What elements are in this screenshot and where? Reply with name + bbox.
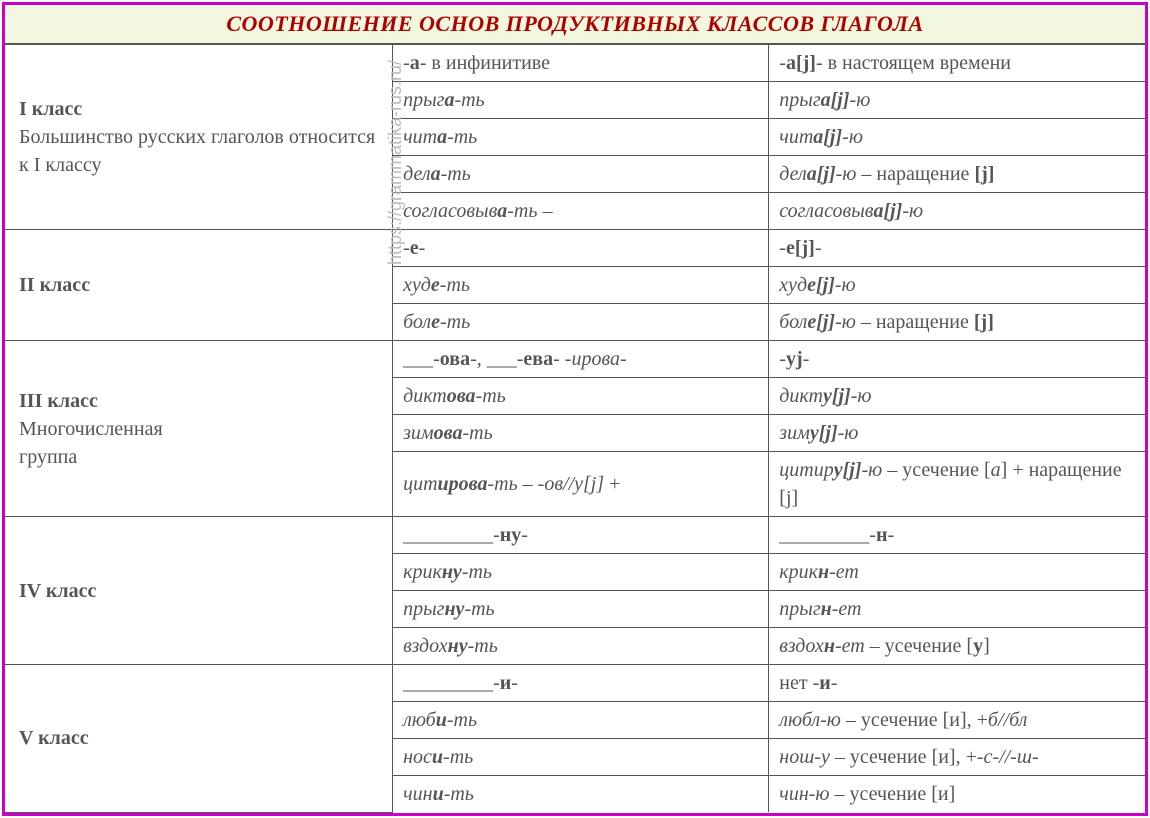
title-row: СООТНОШЕНИЕ ОСНОВ ПРОДУКТИВНЫХ КЛАССОВ Г…	[5, 5, 1145, 44]
present-cell: любл-ю – усечение [и], +б//бл	[769, 702, 1145, 739]
class-label: V класс	[5, 665, 393, 813]
infinitive-cell: дела-ть	[393, 156, 769, 193]
class-label: IV класс	[5, 517, 393, 665]
infinitive-cell: согласовыва-ть –	[393, 193, 769, 230]
present-cell: чита[j]-ю	[769, 119, 1145, 156]
infinitive-cell: ___-ова-, ___-ева- -ирова-	[393, 341, 769, 378]
infinitive-cell: худе-ть	[393, 267, 769, 304]
infinitive-cell: _________-ну-	[393, 517, 769, 554]
present-cell: дела[j]-ю – наращение [j]	[769, 156, 1145, 193]
present-cell: _________-н-	[769, 517, 1145, 554]
present-cell: прыгн-ет	[769, 591, 1145, 628]
infinitive-cell: вздохну-ть	[393, 628, 769, 665]
infinitive-cell: прыгну-ть	[393, 591, 769, 628]
infinitive-cell: -а- в инфинитиве	[393, 45, 769, 82]
verb-classes-table: I классБольшинство русских глаголов отно…	[5, 44, 1145, 813]
table-title: СООТНОШЕНИЕ ОСНОВ ПРОДУКТИВНЫХ КЛАССОВ Г…	[226, 11, 923, 36]
present-cell: -а[j]- в настоящем времени	[769, 45, 1145, 82]
infinitive-cell: _________-и-	[393, 665, 769, 702]
table-frame: СООТНОШЕНИЕ ОСНОВ ПРОДУКТИВНЫХ КЛАССОВ Г…	[2, 2, 1148, 816]
table-row: II класс-е--е[j]-	[5, 230, 1145, 267]
table-row: IV класс_________-ну-_________-н-	[5, 517, 1145, 554]
present-cell: согласовыва[j]-ю	[769, 193, 1145, 230]
present-cell: -е[j]-	[769, 230, 1145, 267]
infinitive-cell: чита-ть	[393, 119, 769, 156]
present-cell: -уj-	[769, 341, 1145, 378]
infinitive-cell: зимова-ть	[393, 415, 769, 452]
class-label: III классМногочисленнаягруппа	[5, 341, 393, 517]
infinitive-cell: чини-ть	[393, 776, 769, 813]
table-row: V класс_________-и-нет -и-	[5, 665, 1145, 702]
present-cell: дикту[j]-ю	[769, 378, 1145, 415]
present-cell: прыга[j]-ю	[769, 82, 1145, 119]
infinitive-cell: крикну-ть	[393, 554, 769, 591]
infinitive-cell: люби-ть	[393, 702, 769, 739]
infinitive-cell: диктова-ть	[393, 378, 769, 415]
class-label: I классБольшинство русских глаголов отно…	[5, 45, 393, 230]
infinitive-cell: боле-ть	[393, 304, 769, 341]
present-cell: боле[j]-ю – наращение [j]	[769, 304, 1145, 341]
present-cell: крикн-ет	[769, 554, 1145, 591]
present-cell: зиму[j]-ю	[769, 415, 1145, 452]
infinitive-cell: -е-	[393, 230, 769, 267]
table-row: I классБольшинство русских глаголов отно…	[5, 45, 1145, 82]
infinitive-cell: цитирова-ть – -ов//у[j] +	[393, 452, 769, 517]
present-cell: нет -и-	[769, 665, 1145, 702]
present-cell: цитиру[j]-ю – усечение [а] + наращение […	[769, 452, 1145, 517]
infinitive-cell: прыга-ть	[393, 82, 769, 119]
class-label: II класс	[5, 230, 393, 341]
present-cell: вздохн-ет – усечение [у]	[769, 628, 1145, 665]
table-body: I классБольшинство русских глаголов отно…	[5, 45, 1145, 813]
present-cell: худе[j]-ю	[769, 267, 1145, 304]
infinitive-cell: носи-ть	[393, 739, 769, 776]
present-cell: чин-ю – усечение [и]	[769, 776, 1145, 813]
present-cell: нош-у – усечение [и], +-с-//-ш-	[769, 739, 1145, 776]
table-row: III классМногочисленнаягруппа___-ова-, _…	[5, 341, 1145, 378]
